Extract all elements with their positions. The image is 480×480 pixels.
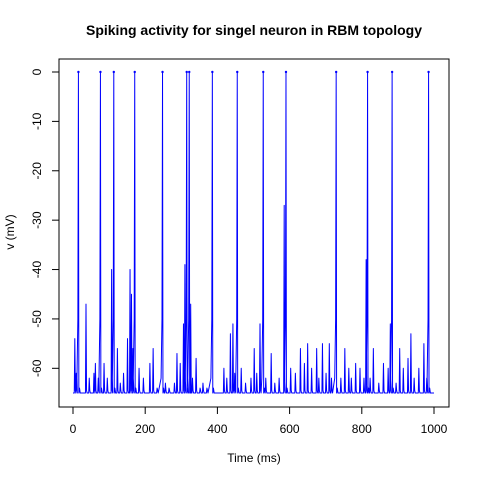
x-axis-label: Time (ms) (227, 451, 281, 465)
y-tick-label: -30 (30, 211, 44, 229)
x-tick-label: 400 (207, 422, 227, 436)
spike-peak-point (161, 70, 164, 74)
voltage-trace-line (73, 71, 434, 394)
spike-peak-point (211, 70, 214, 74)
y-tick-label: -60 (30, 359, 44, 377)
chart-title: Spiking activity for singel neuron in RB… (86, 22, 422, 38)
y-tick-label: -20 (30, 162, 44, 180)
x-tick-label: 0 (70, 422, 77, 436)
spike-peak-point (77, 70, 80, 74)
spike-peak-point (188, 70, 191, 74)
y-tick-label: -40 (30, 261, 44, 279)
y-tick-label: -50 (30, 310, 44, 328)
spike-peak-point (262, 70, 265, 74)
spike-peak-point (284, 70, 288, 74)
spike-peak-point (236, 70, 239, 74)
x-tick-label: 200 (135, 422, 155, 436)
spike-peak-point (112, 70, 115, 74)
x-tick-label: 1000 (421, 422, 448, 436)
spike-peak-point (390, 70, 394, 74)
spike-peak-point (185, 70, 188, 74)
spike-peak-point (334, 70, 338, 74)
series-group (73, 70, 434, 394)
spike-peak-point (366, 70, 369, 74)
spike-peak-point (427, 70, 430, 74)
spike-peak-point (99, 70, 102, 74)
y-tick-label: 0 (30, 68, 44, 75)
y-axis-label: v (mV) (3, 214, 17, 249)
y-tick-label: -10 (30, 112, 44, 130)
x-tick-label: 600 (280, 422, 300, 436)
spike-peak-point (133, 70, 136, 74)
x-tick-label: 800 (352, 422, 372, 436)
y-axis: 0 -10 -20 -30 -40 -50 -60 (30, 68, 60, 377)
x-axis: 0 200 400 600 800 1000 (70, 406, 448, 436)
